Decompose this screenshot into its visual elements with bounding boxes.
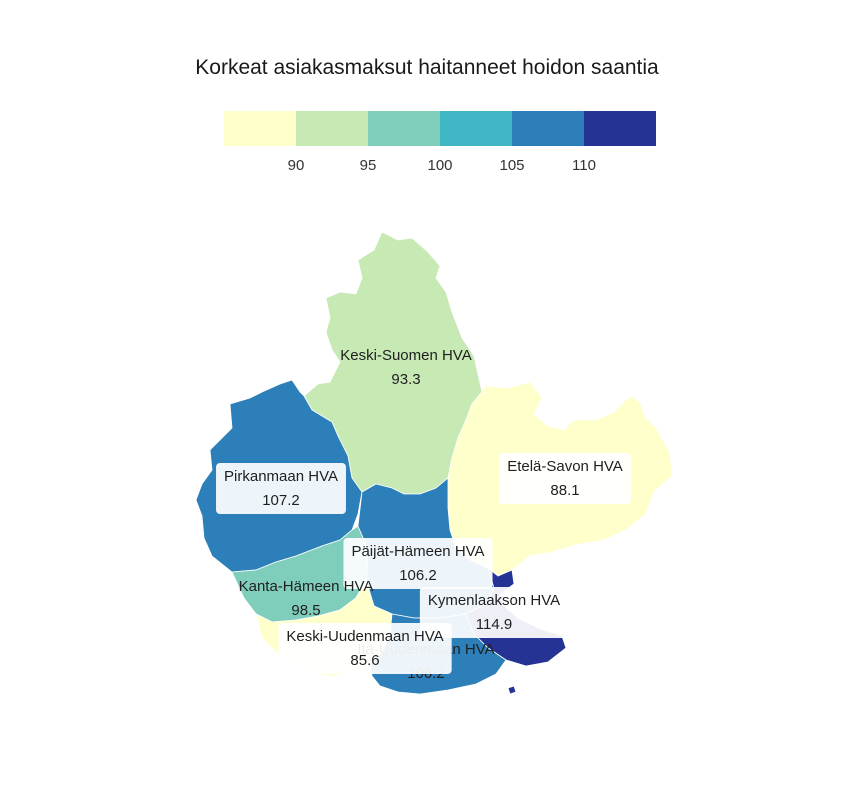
region-name: Pirkanmaan HVA: [224, 468, 338, 485]
region-value: 88.1: [550, 482, 579, 499]
label-background: [499, 453, 631, 504]
legend-ticks: 90 95 100 105 110: [288, 157, 596, 174]
region-value: 93.3: [391, 371, 420, 388]
label-background: [419, 587, 569, 638]
legend-swatch: [440, 111, 512, 146]
region-label-keski-suomi: Keski-Suomen HVA 93.3: [340, 347, 471, 388]
region-value: 106.2: [399, 567, 437, 584]
region-label-paijat-hame: Päijät-Hämeen HVA 106.2: [343, 538, 493, 589]
region-value: 107.2: [262, 492, 300, 509]
legend-swatch: [512, 111, 584, 146]
legend-swatch: [224, 111, 296, 146]
legend-tick-label: 100: [427, 157, 452, 174]
region-name: Etelä-Savon HVA: [507, 458, 623, 475]
legend-swatches: [224, 111, 656, 146]
region-label-kanta-hame: Kanta-Hämeen HVA 98.5: [239, 578, 374, 619]
region-label-etela-savo: Etelä-Savon HVA 88.1: [499, 453, 631, 504]
color-legend: 90 95 100 105 110: [224, 111, 656, 174]
region-value: 98.5: [291, 602, 320, 619]
region-label-keski-uusimaa: Keski-Uudenmaan HVA 85.6: [278, 623, 452, 674]
label-background: [278, 623, 452, 674]
legend-tick-label: 95: [360, 157, 377, 174]
label-background: [216, 463, 346, 514]
legend-tick-label: 110: [572, 157, 596, 174]
region-label-pirkanmaa: Pirkanmaan HVA 107.2: [216, 463, 346, 514]
region-name: Kymenlaakson HVA: [428, 592, 560, 609]
region-name: Kanta-Hämeen HVA: [239, 578, 374, 595]
legend-swatch: [584, 111, 656, 146]
region-name: Keski-Suomen HVA: [340, 347, 471, 364]
region-name: Päijät-Hämeen HVA: [351, 543, 484, 560]
label-background: [343, 538, 493, 589]
region-name: Keski-Uudenmaan HVA: [286, 628, 443, 645]
labels-layer: Keski-Suomen HVA 93.3 Etelä-Savon HVA 88.1 P…: [216, 347, 631, 682]
legend-tick-label: 105: [499, 157, 524, 174]
region-value: 114.9: [476, 616, 512, 633]
region-value: 85.6: [350, 652, 379, 669]
region-label-kymenlaakso: Kymenlaakson HVA 114.9: [419, 587, 569, 638]
legend-swatch: [296, 111, 368, 146]
chart-title: Korkeat asiakasmaksut haitanneet hoidon …: [195, 56, 659, 79]
legend-swatch: [368, 111, 440, 146]
region-kymenlaakso-island: [507, 685, 517, 695]
legend-tick-label: 90: [288, 157, 305, 174]
